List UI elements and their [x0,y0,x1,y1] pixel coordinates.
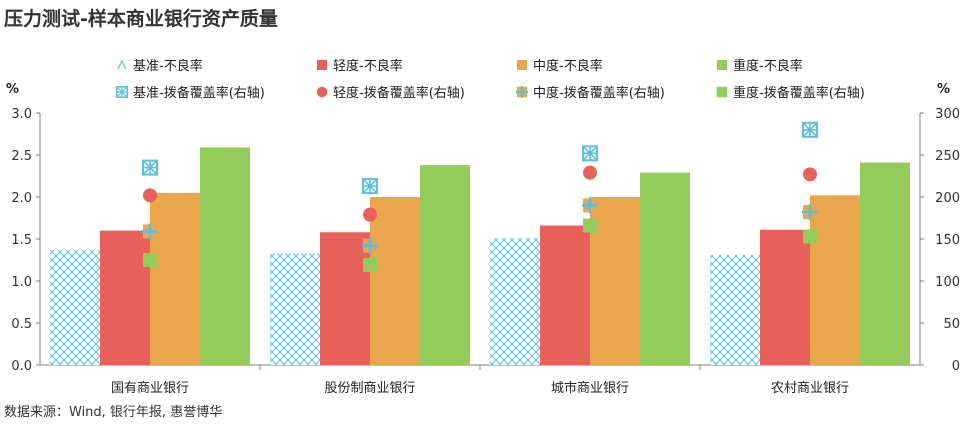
bar-1 [540,225,590,365]
legend-label: 中度-不良率 [533,58,603,74]
marker-1 [583,165,597,180]
marker-2 [802,204,818,221]
right-tick-label: 300 [935,107,960,122]
marker-1 [803,167,817,182]
bar-2 [150,192,200,365]
markers [142,121,818,273]
legend-label: 中度-拨备覆盖率(右轴) [533,85,665,101]
bar-3 [860,162,910,365]
left-axis-unit: % [6,82,19,97]
left-tick-label: 2.5 [11,149,32,164]
marker-3 [143,253,157,267]
bar-0 [270,253,320,365]
marker-3 [363,258,377,273]
right-tick-label: 150 [935,233,960,248]
bar-3 [420,165,470,365]
marker-0 [802,121,818,138]
bar-1 [760,229,810,365]
left-tick-label: 2.0 [11,191,32,206]
left-tick-label: 1.5 [11,233,32,248]
marker-2 [582,197,598,214]
marker-0 [142,159,158,176]
bar-3 [640,172,690,365]
marker-2 [142,223,158,240]
bar-0 [710,254,760,365]
left-tick-label: 0.0 [11,359,32,374]
legend-label: 重度-拨备覆盖率(右轴) [733,85,865,101]
left-tick-label: 3.0 [11,107,32,122]
legend-label: 重度-不良率 [733,58,803,74]
legend-label: 基准-不良率 [133,58,203,74]
left-tick-label: 0.5 [11,317,32,332]
legend-swatch [716,86,728,98]
right-tick-label: 250 [935,149,960,164]
marker-1 [363,207,377,222]
legend-swatch [717,60,727,70]
bar-2 [590,197,640,365]
axes: % % 0.0 0.5 1.0 1.5 2.0 2.5 3.0 0 50 100 150 200 250 30… [6,82,960,396]
marker-1 [143,188,157,203]
bars [50,147,910,365]
marker-3 [803,229,817,244]
legend-label: 轻度-拨备覆盖率(右轴) [333,85,465,101]
bar-1 [100,230,150,365]
legend-swatch [316,86,328,98]
category-label: 国有商业银行 [111,381,189,396]
legend-swatch [117,59,127,70]
bar-3 [200,147,250,365]
legend-swatch [516,86,528,98]
bar-1 [320,232,370,365]
bar-2 [370,197,420,365]
source-note: 数据来源：Wind, 银行年报, 惠誉博华 [4,405,223,420]
category-label: 农村商业银行 [771,381,849,396]
marker-2 [362,237,378,254]
category-label: 股份制商业银行 [324,381,415,396]
bar-0 [490,238,540,365]
right-axis-unit: % [937,82,950,97]
marker-0 [582,145,598,162]
legend-swatch [116,86,128,98]
right-tick-label: 50 [943,317,960,332]
legend-label: 轻度-不良率 [333,58,403,74]
marker-0 [362,178,378,195]
left-tick-label: 1.0 [11,275,32,290]
right-tick-label: 100 [935,275,960,290]
right-tick-label: 200 [935,191,960,206]
legend-swatch [317,60,327,70]
category-label: 城市商业银行 [551,380,629,396]
legend-label: 基准-拨备覆盖率(右轴) [133,85,265,101]
legend-swatch [517,60,527,70]
chart-title: 压力测试-样本商业银行资产质量 [4,8,278,30]
bar-0 [50,249,100,365]
right-tick-label: 0 [952,359,960,374]
marker-3 [583,218,597,233]
bar-2 [810,195,860,365]
